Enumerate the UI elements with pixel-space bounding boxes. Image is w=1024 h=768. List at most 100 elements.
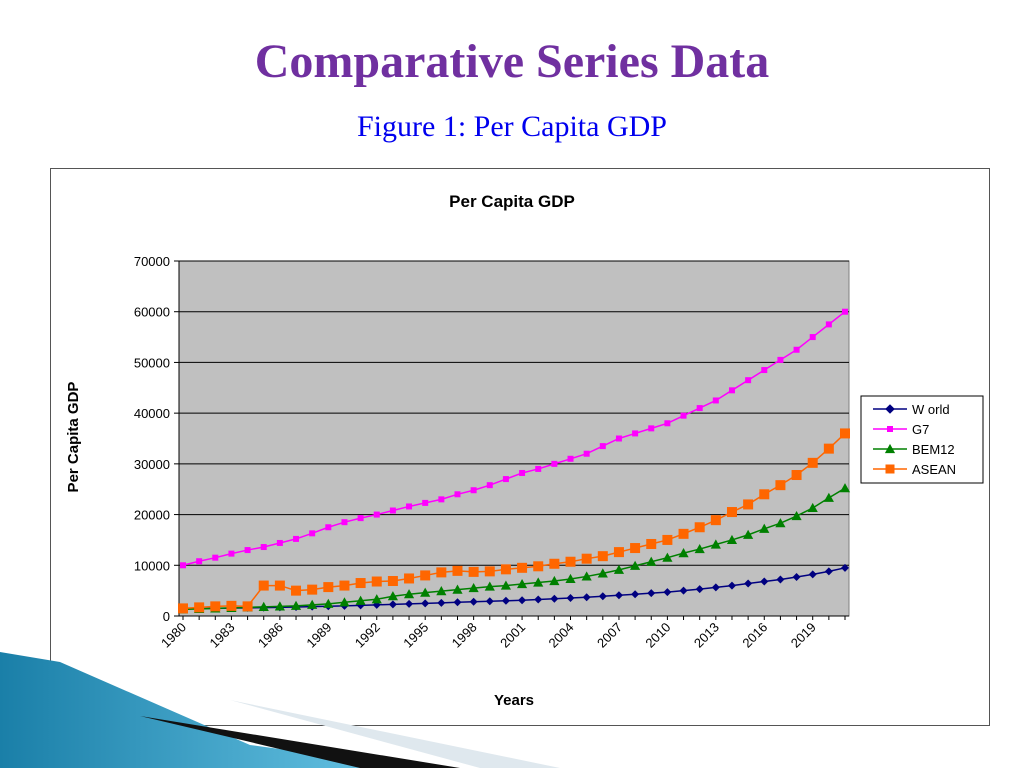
data-point-asean	[291, 585, 302, 596]
data-point-asean	[274, 580, 285, 591]
data-point-g7	[664, 420, 671, 427]
data-point-g7	[712, 397, 719, 404]
data-point-asean	[791, 470, 802, 481]
legend-marker-asean	[885, 464, 895, 474]
data-point-g7	[777, 356, 784, 363]
data-point-bem12	[371, 594, 382, 604]
data-point-world	[711, 583, 720, 592]
chart-title: Per Capita GDP	[449, 192, 575, 211]
data-point-asean	[178, 603, 188, 614]
data-point-asean	[840, 428, 850, 439]
data-point-asean	[484, 566, 495, 577]
data-point-bem12	[290, 600, 302, 610]
data-point-asean	[775, 480, 786, 491]
data-point-bem12	[807, 502, 818, 513]
data-point-asean	[436, 567, 447, 578]
data-point-world	[792, 572, 801, 581]
data-point-asean	[597, 551, 608, 562]
data-point-asean	[565, 556, 576, 567]
data-point-bem12	[323, 598, 334, 608]
data-point-asean	[420, 570, 431, 581]
data-point-world	[485, 597, 494, 606]
legend-label-world: W orld	[912, 402, 950, 417]
data-point-world	[760, 577, 769, 586]
data-point-bem12	[339, 597, 350, 607]
data-point-asean	[468, 566, 479, 577]
y-axis-title: Per Capita GDP	[65, 382, 82, 493]
data-point-asean	[242, 601, 253, 612]
data-point-g7	[228, 550, 235, 557]
data-point-g7	[728, 387, 735, 394]
plot-background	[178, 260, 850, 617]
data-point-asean	[581, 553, 592, 564]
data-point-asean	[807, 457, 818, 468]
data-point-bem12	[516, 578, 528, 589]
y-tick-label: 60000	[134, 305, 170, 320]
data-point-g7	[632, 430, 639, 437]
data-point-g7	[276, 539, 283, 546]
data-point-g7	[502, 476, 509, 483]
data-point-world	[808, 570, 817, 579]
data-point-g7	[244, 547, 251, 554]
data-point-g7	[615, 435, 622, 442]
data-point-asean	[710, 515, 721, 526]
data-point-bem12	[468, 583, 479, 593]
y-tick-label: 70000	[134, 254, 170, 269]
data-point-world	[501, 596, 510, 605]
data-point-world	[582, 593, 591, 602]
x-axis-title: Years	[494, 692, 534, 709]
data-point-bem12	[646, 556, 657, 566]
legend: W orld G7 BEM12 ASEAN	[860, 395, 984, 484]
data-point-bem12	[565, 573, 576, 584]
data-point-bem12	[403, 589, 415, 599]
data-point-asean	[613, 547, 624, 558]
data-point-world	[566, 593, 575, 602]
data-point-world	[695, 585, 704, 594]
data-point-bem12	[694, 543, 705, 554]
data-point-bem12	[743, 529, 754, 539]
data-point-bem12	[581, 571, 592, 581]
data-point-world	[824, 567, 833, 576]
data-point-bem12	[839, 483, 851, 493]
legend-marker-bem12	[884, 443, 896, 454]
data-point-world	[614, 591, 623, 600]
y-tick-label: 30000	[134, 457, 170, 472]
data-point-asean	[452, 565, 463, 576]
data-point-g7	[470, 487, 477, 494]
data-point-asean	[355, 578, 366, 589]
data-point-world	[469, 597, 478, 606]
data-point-asean	[694, 522, 705, 533]
data-point-world	[356, 601, 365, 610]
legend-marker-g7	[887, 426, 893, 432]
data-point-world	[598, 592, 607, 601]
data-point-g7	[680, 412, 687, 419]
data-point-asean	[323, 582, 334, 593]
data-point-bem12	[420, 587, 431, 597]
legend-marker-world	[885, 404, 895, 414]
data-point-g7	[293, 535, 300, 542]
y-tick-label: 0	[163, 609, 170, 624]
data-point-bem12	[258, 601, 269, 611]
data-point-bem12	[387, 591, 399, 601]
data-point-bem12	[307, 599, 318, 609]
y-tick-label: 40000	[134, 406, 170, 421]
data-point-world	[727, 581, 736, 590]
data-point-asean	[258, 580, 269, 591]
y-tick-label: 20000	[134, 508, 170, 523]
data-point-g7	[793, 346, 800, 353]
data-point-g7	[567, 455, 574, 462]
data-point-bem12	[484, 581, 495, 591]
data-point-g7	[180, 562, 186, 569]
data-point-g7	[761, 367, 768, 374]
data-point-world	[841, 563, 849, 572]
data-point-g7	[519, 469, 526, 476]
data-point-g7	[696, 405, 703, 412]
data-point-bem12	[452, 584, 463, 594]
data-point-asean	[371, 576, 382, 587]
data-point-g7	[551, 460, 558, 467]
data-point-asean	[307, 584, 318, 595]
data-point-asean	[387, 576, 398, 587]
data-point-world	[679, 586, 688, 595]
series-lines	[177, 308, 851, 614]
data-point-asean	[759, 489, 770, 500]
